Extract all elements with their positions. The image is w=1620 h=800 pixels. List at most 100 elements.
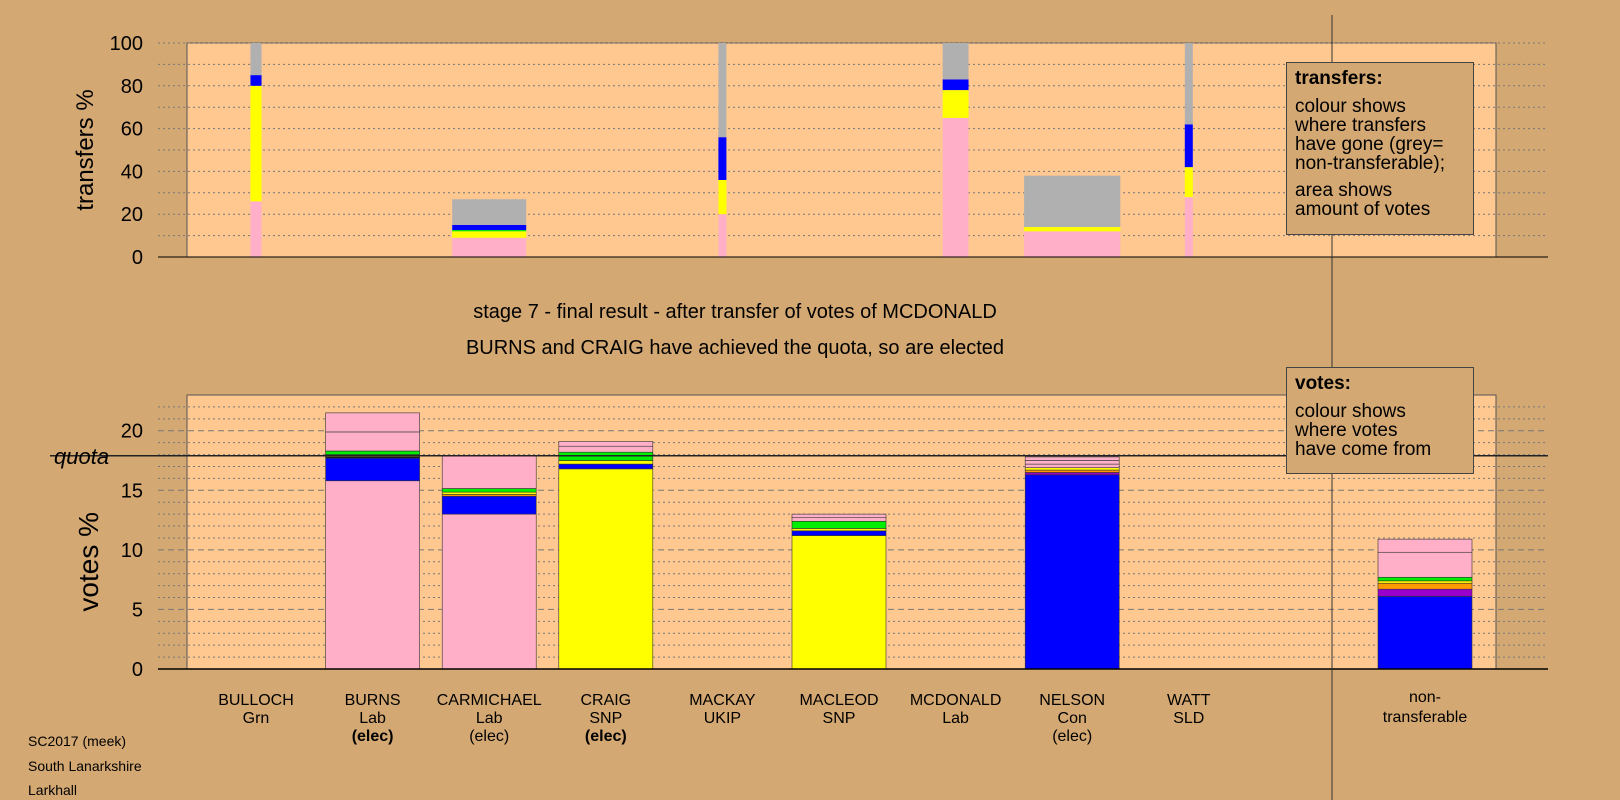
transfers-legend: transfers: colour shows where transfers …	[1286, 62, 1474, 235]
candidate-party-label: Con	[1058, 710, 1087, 727]
transfer-segment-lab	[718, 214, 727, 257]
candidate-status-label: (elec)	[1052, 728, 1092, 745]
vote-segment	[325, 450, 420, 455]
vote-segment	[1377, 596, 1473, 670]
transfer-segment-non-transferable	[1024, 175, 1121, 228]
vote-segment	[325, 412, 420, 433]
vote-segment	[441, 455, 537, 489]
votes-y-tick-label: 5	[132, 599, 143, 621]
transfers-legend-title: transfers:	[1295, 68, 1383, 89]
votes-y-tick-label: 0	[132, 659, 143, 681]
vote-segment	[1024, 460, 1120, 465]
footer-election: SC2017 (meek)	[28, 733, 127, 749]
vote-segment	[1377, 588, 1473, 597]
stage-title: stage 7 - final result - after transfer …	[473, 301, 997, 323]
footer-council: South Lanarkshire	[28, 758, 142, 774]
vote-segment	[1377, 538, 1473, 553]
transfer-segment-lab	[942, 117, 969, 258]
transfers-y-tick-label: 100	[110, 33, 143, 55]
transfer-segment-snp	[942, 90, 969, 118]
transfer-segment-lab	[1024, 231, 1121, 257]
transfer-segment-lab	[1184, 197, 1193, 257]
vote-segment	[558, 468, 654, 670]
transfer-segment-lab	[452, 237, 527, 257]
vote-segment	[1024, 467, 1120, 471]
vote-segment	[441, 488, 537, 493]
vote-segment	[1024, 456, 1120, 461]
transfers-y-tick-label: 40	[121, 161, 143, 183]
candidate-name-label: NELSON	[1039, 692, 1105, 709]
transfers-legend-text-2: area shows amount of votes	[1295, 180, 1431, 220]
vote-segment	[1024, 469, 1120, 473]
transfers-y-tick-label: 20	[121, 204, 143, 226]
vote-segment	[558, 460, 654, 465]
candidate-party-label: UKIP	[704, 710, 741, 727]
transfers-chart: 0 20 40 60 80 100 transfers %	[72, 33, 1548, 269]
transfer-segment-con	[452, 224, 527, 231]
vote-segment	[791, 535, 887, 670]
vote-segment	[1377, 551, 1473, 578]
candidate-name-label: WATT	[1167, 692, 1211, 709]
candidate-party-label: SNP	[589, 710, 622, 727]
transfer-segment-non-transferable	[250, 43, 262, 76]
candidate-name-label: BULLOCH	[218, 692, 294, 709]
nontransferable-label: non-	[1409, 689, 1441, 706]
votes-y-tick-label: 15	[121, 480, 143, 502]
candidate-name-label: CARMICHAEL	[437, 692, 542, 709]
footer-ward: Larkhall	[28, 782, 78, 798]
transfers-y-tick-label: 0	[132, 247, 143, 269]
transfers-y-tick-label: 80	[121, 76, 143, 98]
vote-segment	[1377, 576, 1473, 582]
vote-segment	[791, 517, 887, 522]
vote-segment	[441, 495, 537, 515]
transfer-segment-non-transferable	[1184, 43, 1193, 125]
transfers-legend-text-1: colour shows where transfers have gone (…	[1295, 96, 1445, 174]
vote-segment	[791, 528, 887, 532]
transfer-segment-snp	[1024, 227, 1121, 232]
candidate-name-label: BURNS	[345, 692, 401, 709]
candidate-party-label: Grn	[243, 710, 270, 727]
votes-legend: votes: colour shows where votes have com…	[1286, 367, 1474, 474]
transfer-segment-con	[942, 79, 969, 91]
votes-legend-text: colour shows where votes have come from	[1295, 401, 1432, 460]
vote-segment	[441, 491, 537, 495]
vote-segment	[1024, 472, 1120, 476]
transfer-segment-con	[1184, 124, 1193, 168]
candidate-status-label: (elec)	[352, 728, 394, 745]
candidate-status-label: (elec)	[469, 728, 509, 745]
quota-label: quota	[54, 444, 109, 469]
candidate-name-label: MACLEOD	[799, 692, 878, 709]
vote-segment	[791, 520, 887, 529]
votes-legend-title: votes:	[1295, 373, 1351, 394]
vote-segment	[791, 530, 887, 536]
transfer-segment-con	[718, 137, 727, 180]
votes-y-axis-label: votes %	[73, 512, 104, 612]
transfer-segment-lab	[250, 201, 262, 257]
nontransferable-label: transferable	[1383, 709, 1468, 726]
transfer-segment-grn	[452, 230, 527, 232]
transfer-segment-non-transferable	[718, 43, 727, 138]
transfer-segment-snp	[452, 231, 527, 238]
vote-segment	[325, 431, 420, 452]
candidate-party-label: SLD	[1173, 710, 1204, 727]
votes-y-tick-label: 10	[121, 540, 143, 562]
vote-segment	[325, 480, 420, 670]
vote-segment	[558, 441, 654, 447]
votes-y-tick-label: 20	[121, 421, 143, 443]
transfers-y-axis-label: transfers %	[72, 89, 99, 210]
transfer-segment-non-transferable	[942, 43, 969, 80]
vote-segment	[325, 457, 420, 482]
candidate-party-label: Lab	[359, 710, 386, 727]
vote-segment	[1377, 580, 1473, 584]
candidate-party-label: Lab	[942, 710, 969, 727]
transfer-segment-non-transferable	[452, 199, 527, 225]
candidate-status-label: (elec)	[585, 728, 627, 745]
transfers-y-tick-label: 60	[121, 119, 143, 141]
transfer-segment-snp	[1184, 167, 1193, 198]
vote-segment	[441, 513, 537, 670]
transfer-segment-snp	[718, 179, 727, 215]
candidate-name-label: MCDONALD	[910, 692, 1002, 709]
candidate-name-label: MACKAY	[689, 692, 756, 709]
